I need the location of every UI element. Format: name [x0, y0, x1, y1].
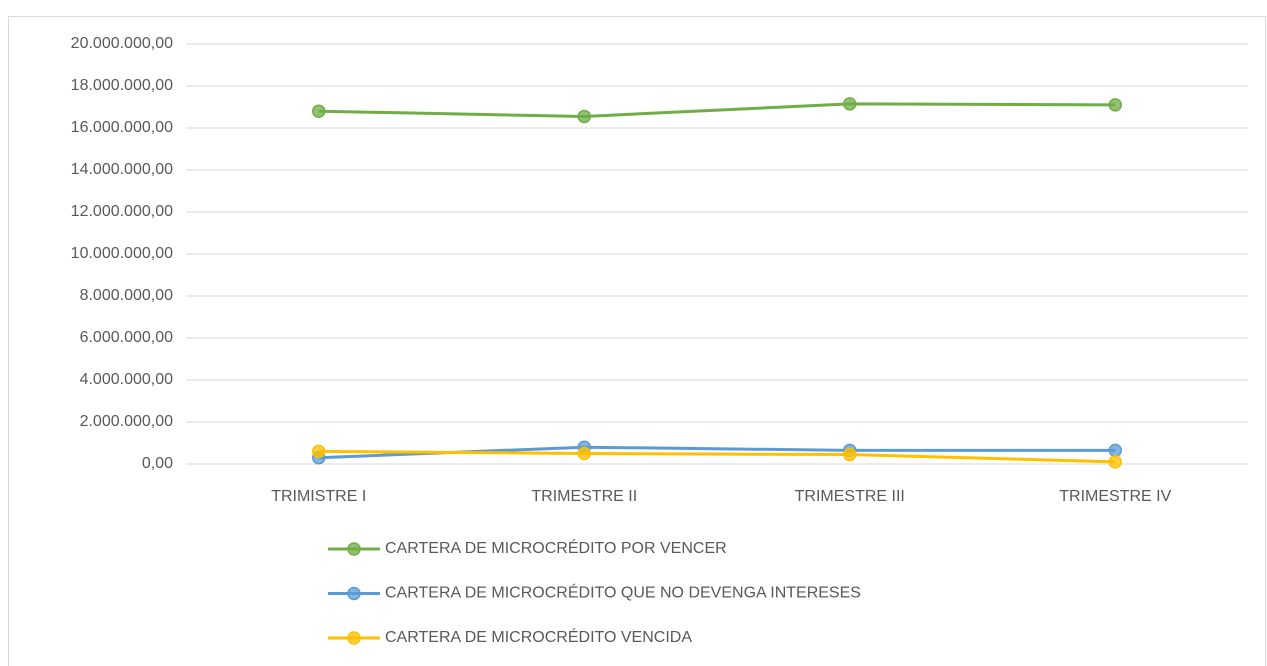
- x-tick-label: TRIMISTRE I: [271, 488, 366, 505]
- chart-border: [8, 16, 1266, 666]
- x-tick-label: TRIMESTRE II: [531, 488, 637, 505]
- y-tick-label: 2.000.000,00: [80, 413, 174, 430]
- x-tick-label: TRIMESTRE IV: [1059, 488, 1171, 505]
- series-line: [318, 102, 1116, 118]
- y-tick-label: 18.000.000,00: [71, 77, 173, 94]
- x-tick-label: TRIMESTRE III: [795, 488, 905, 505]
- point: [843, 97, 857, 111]
- series-line: [318, 449, 1116, 464]
- point: [1108, 443, 1122, 458]
- y-tick-label: 14.000.000,00: [71, 161, 173, 178]
- y-tick-label: 0,00: [142, 455, 173, 472]
- point: [312, 104, 326, 118]
- y-tick-label: 16.000.000,00: [71, 119, 173, 136]
- legend-marker: [347, 586, 361, 601]
- legend-marker: [347, 542, 361, 556]
- point: [1108, 455, 1122, 469]
- point: [577, 446, 591, 461]
- legend-marker: [347, 631, 361, 645]
- legend-label: CARTERA DE MICROCRÉDITO VENCIDA: [385, 627, 692, 646]
- y-tick-label: 6.000.000,00: [80, 329, 174, 346]
- y-tick-label: 10.000.000,00: [71, 245, 173, 262]
- point: [1108, 98, 1122, 112]
- point: [843, 447, 857, 462]
- legend-label: CARTERA DE MICROCRÉDITO POR VENCER: [385, 538, 727, 557]
- y-tick-label: 12.000.000,00: [71, 203, 173, 220]
- point: [312, 444, 326, 459]
- y-tick-label: 20.000.000,00: [71, 35, 173, 52]
- y-tick-label: 4.000.000,00: [80, 371, 174, 388]
- point: [577, 109, 591, 124]
- legend-label: CARTERA DE MICROCRÉDITO QUE NO DEVENGA I…: [385, 583, 861, 602]
- y-tick-label: 8.000.000,00: [80, 287, 174, 304]
